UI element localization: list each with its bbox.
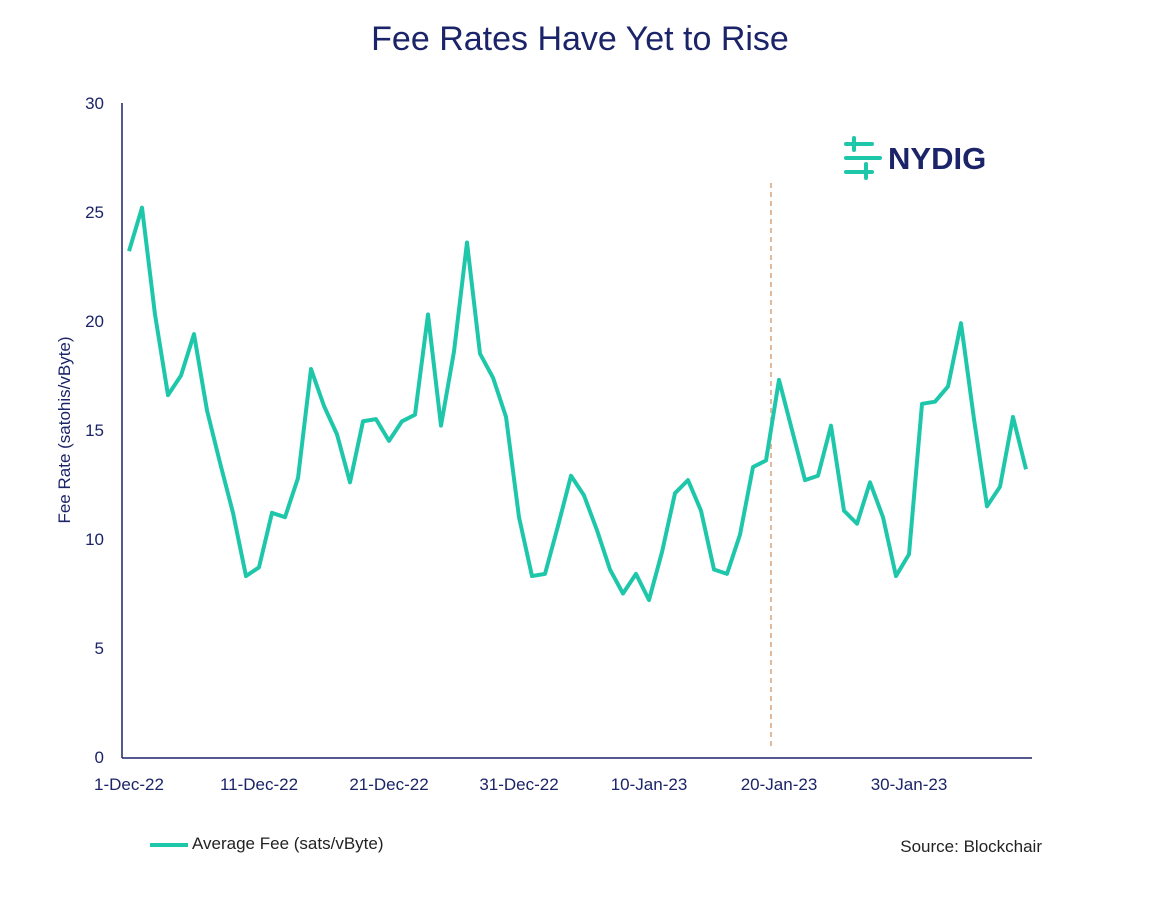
y-tick-label: 5 xyxy=(95,639,104,658)
y-tick-label: 30 xyxy=(85,94,104,113)
chart-title: Fee Rates Have Yet to Rise xyxy=(371,20,789,58)
nydig-logo-icon xyxy=(844,136,882,180)
source-note: Source: Blockchair xyxy=(900,837,1042,856)
nydig-logo-text: NYDIG xyxy=(888,141,986,176)
y-tick-label: 20 xyxy=(85,312,104,331)
y-tick-label: 25 xyxy=(85,203,104,222)
nydig-logo: NYDIG xyxy=(844,136,986,180)
x-tick-label: 30-Jan-23 xyxy=(871,775,948,794)
x-tick-label: 31-Dec-22 xyxy=(479,775,558,794)
x-tick-label: 11-Dec-22 xyxy=(220,775,298,794)
y-axis-label: Fee Rate (satohis/vByte) xyxy=(55,336,74,523)
x-tick-label: 21-Dec-22 xyxy=(349,775,428,794)
y-tick-label: 0 xyxy=(95,748,104,767)
y-tick-label: 10 xyxy=(85,530,104,549)
series-line-average-fee xyxy=(127,205,1028,603)
y-tick-label: 15 xyxy=(85,421,104,440)
x-tick-label: 20-Jan-23 xyxy=(741,775,818,794)
x-tick-label: 1-Dec-22 xyxy=(94,775,164,794)
x-tick-label: 10-Jan-23 xyxy=(611,775,688,794)
legend-label: Average Fee (sats/vByte) xyxy=(192,834,384,853)
